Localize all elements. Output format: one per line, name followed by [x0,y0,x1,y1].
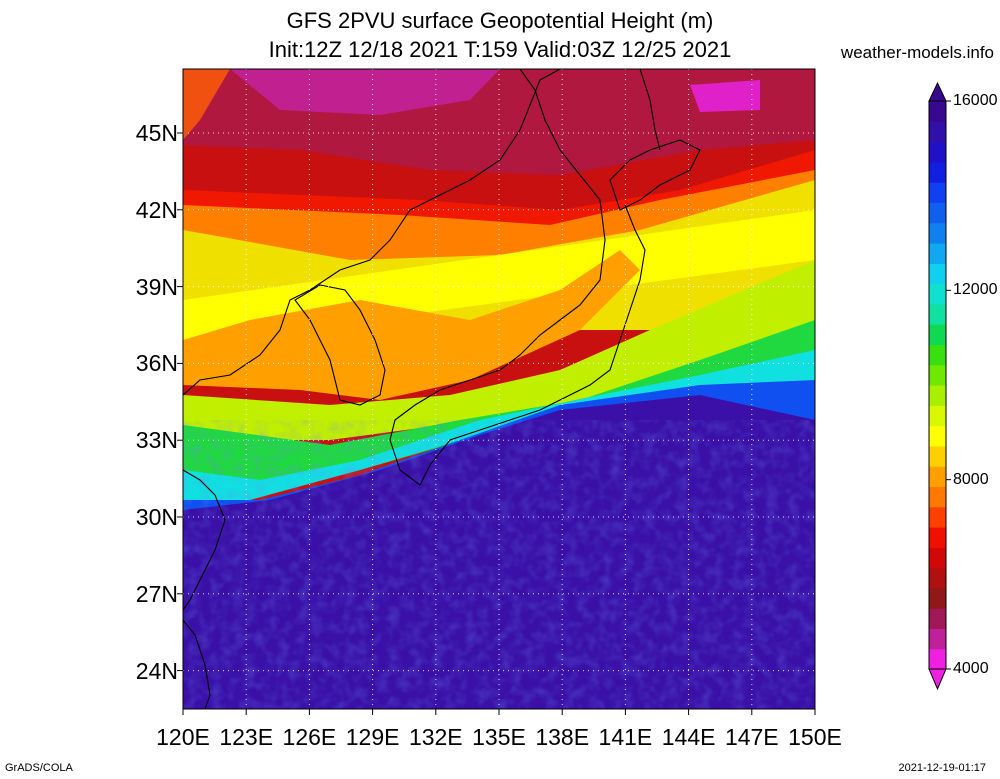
colorbar-cell [929,628,946,650]
source-credit: weather-models.info [840,43,994,62]
colorbar-cell [929,648,946,670]
colorbar-label: 12000 [953,281,998,299]
lon-label: 123E [219,724,274,750]
colorbar-cells [928,81,947,691]
lon-label: 144E [661,724,716,750]
colorbar-cell [929,283,946,305]
colorbar-min-arrow [928,668,947,691]
colorbar-cell [929,222,946,244]
lat-label: 45N [135,120,178,146]
axis-ticks [177,132,816,715]
chart-title: GFS 2PVU surface Geopotential Height (m) [286,8,714,33]
colorbar-cell [929,344,946,366]
lat-label: 24N [135,657,178,684]
lat-label: 39N [135,273,178,300]
colorbar-cell [929,527,946,548]
mainland-coast [183,69,561,396]
hokkaido-coast [609,139,701,211]
lat-label: 27N [135,580,178,607]
lon-label: 138E [535,724,590,750]
colorbar-cell [929,202,946,224]
lon-label: 150E [788,724,842,750]
colorbar-label: 4000 [953,660,989,677]
colorbar-cell [929,425,946,447]
china-coast [183,469,226,611]
colorbar-cell [929,364,946,386]
colorbar-cell [929,567,946,589]
field-orange-korea [183,250,640,400]
colorbar-frame [928,100,947,670]
footer-timestamp: 2021-12-19-01:17 [898,762,986,774]
colorbar-cell [929,486,946,508]
colorbar-cell [929,161,946,183]
lon-label: 126E [282,724,337,750]
colorbar-label: 8000 [953,470,989,488]
lon-label: 147E [724,724,779,750]
lon-label: 129E [345,724,400,750]
lat-label: 30N [135,504,178,530]
lat-label: 36N [135,350,178,377]
gridlines [183,69,815,709]
colorbar-cell [929,547,946,569]
japan-coast [389,69,646,486]
sakhalin-coast [639,69,661,151]
lon-label: 120E [156,724,210,750]
lat-label: 33N [135,427,178,454]
colorbar-cell [929,324,946,346]
field-magenta [230,69,500,115]
footer-left: GrADS/COLA [5,762,73,774]
chart-subtitle: Init:12Z 12/18 2021 T:159 Valid:03Z 12/2… [268,37,732,62]
colorbar-label: 16000 [953,92,998,109]
field-magenta2 [690,80,760,112]
lon-label: 135E [472,724,526,750]
colorbar-cell [929,101,946,122]
colorbar-cell [929,466,946,488]
field-orange-nw [183,69,230,140]
colorbar-cell [929,506,946,528]
lat-label: 42N [135,196,178,223]
colorbar-cell [929,141,946,163]
taiwan-coast [183,619,211,709]
colorbar-cell [929,121,946,143]
lon-label: 132E [408,724,463,750]
colorbar-cell [929,303,946,325]
colorbar-cell [929,445,946,467]
lon-label: 141E [598,724,653,750]
colorbar-cell [929,405,946,427]
colorbar-cell [929,608,946,630]
colorbar-cell [929,587,946,609]
colorbar-cell [929,243,946,264]
colorbar-cell [929,182,946,204]
korea-coast [294,284,386,406]
colorbar-cell [929,385,946,406]
field-layer [183,69,815,709]
colorbar-max-arrow [928,81,947,102]
colorbar-cell [929,263,946,285]
colorbar-ticks [946,100,951,670]
coastlines [183,69,701,709]
